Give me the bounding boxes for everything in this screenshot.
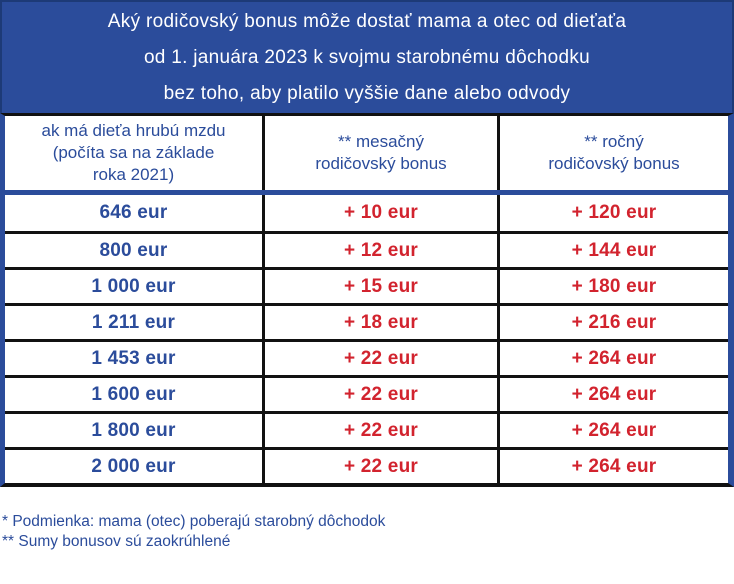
yearly-bonus-cell: + 264 eur: [497, 414, 728, 447]
monthly-bonus-cell: + 22 eur: [262, 414, 497, 447]
monthly-bonus-cell: + 10 eur: [262, 195, 497, 231]
column-header-yearly-line-1: ** ročný: [584, 132, 644, 151]
column-header-wage-line-3: roka 2021): [92, 165, 175, 184]
table-row: 1 600 eur + 22 eur + 264 eur: [5, 375, 728, 411]
table-row: 2 000 eur + 22 eur + 264 eur: [5, 447, 728, 483]
title-line-1: Aký rodičovský bonus môže dostať mama a …: [107, 10, 627, 32]
column-header-monthly-bonus: ** mesačný rodičovský bonus: [262, 116, 497, 190]
title-line-3: bez toho, aby platilo vyššie dane alebo …: [163, 82, 571, 104]
monthly-bonus-cell: + 22 eur: [262, 450, 497, 483]
wage-cell: 646 eur: [99, 202, 168, 223]
wage-cell: 800 eur: [99, 239, 168, 261]
wage-cell: 1 453 eur: [91, 347, 176, 369]
table-row: 1 000 eur + 15 eur + 180 eur: [5, 267, 728, 303]
column-header-wage: ak má dieťa hrubú mzdu (počíta sa na zák…: [5, 116, 262, 190]
table-row: 1 211 eur + 18 eur + 216 eur: [5, 303, 728, 339]
yearly-bonus-cell: + 264 eur: [497, 450, 728, 483]
wage-cell: 1 211 eur: [91, 311, 176, 333]
table-row: 1 453 eur + 22 eur + 264 eur: [5, 339, 728, 375]
table-header-row: ak má dieťa hrubú mzdu (počíta sa na zák…: [5, 116, 728, 195]
table-row: 1 800 eur + 22 eur + 264 eur: [5, 411, 728, 447]
wage-cell: 1 600 eur: [91, 383, 176, 405]
column-header-yearly-bonus: ** ročný rodičovský bonus: [497, 116, 728, 190]
column-header-wage-line-1: ak má dieťa hrubú mzdu: [41, 121, 226, 140]
yearly-bonus-cell: + 264 eur: [497, 378, 728, 411]
monthly-bonus-cell: + 22 eur: [262, 378, 497, 411]
column-header-monthly-line-1: ** mesačný: [338, 132, 424, 151]
yearly-bonus-cell: + 120 eur: [497, 195, 728, 231]
monthly-bonus-cell: + 18 eur: [262, 306, 497, 339]
table-row: 646 eur + 10 eur + 120 eur: [5, 195, 728, 231]
wage-cell: 2 000 eur: [91, 455, 176, 477]
title-line-2: od 1. januára 2023 k svojmu starobnému d…: [143, 46, 591, 68]
footnote-condition: * Podmienka: mama (otec) poberajú starob…: [2, 513, 386, 530]
yearly-bonus-cell: + 264 eur: [497, 342, 728, 375]
monthly-bonus-cell: + 12 eur: [262, 234, 497, 267]
title-banner: Aký rodičovský bonus môže dostať mama a …: [0, 0, 734, 113]
column-header-monthly-line-2: rodičovský bonus: [315, 154, 447, 173]
column-header-yearly-line-2: rodičovský bonus: [548, 154, 680, 173]
monthly-bonus-cell: + 15 eur: [262, 270, 497, 303]
parental-bonus-table: ak má dieťa hrubú mzdu (počíta sa na zák…: [0, 113, 734, 487]
footnote-rounding: ** Sumy bonusov sú zaokrúhlené: [2, 533, 231, 550]
monthly-bonus-cell: + 22 eur: [262, 342, 497, 375]
yearly-bonus-cell: + 144 eur: [497, 234, 728, 267]
wage-cell: 1 000 eur: [91, 275, 176, 297]
yearly-bonus-cell: + 180 eur: [497, 270, 728, 303]
column-header-wage-line-2: (počíta sa na základe: [52, 143, 215, 162]
wage-cell: 1 800 eur: [91, 419, 176, 441]
yearly-bonus-cell: + 216 eur: [497, 306, 728, 339]
footnotes: * Podmienka: mama (otec) poberajú starob…: [2, 512, 734, 552]
table-row: 800 eur + 12 eur + 144 eur: [5, 231, 728, 267]
